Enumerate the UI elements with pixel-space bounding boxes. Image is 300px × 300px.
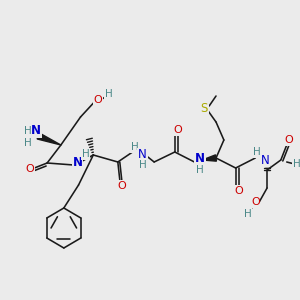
Text: O: O [25,164,34,174]
Polygon shape [37,133,61,145]
Text: H: H [130,142,138,152]
Text: H: H [139,160,146,170]
Text: O: O [117,181,126,191]
Text: S: S [201,101,208,115]
Text: H: H [82,149,89,159]
Text: N: N [138,148,147,161]
Text: O: O [94,95,103,105]
Text: O: O [251,197,260,207]
Text: N: N [31,124,41,137]
Text: H: H [293,159,300,169]
Polygon shape [202,155,217,161]
Text: H: H [24,126,32,136]
Text: N: N [73,155,82,169]
Text: O: O [234,186,243,196]
Text: O: O [284,135,293,145]
Text: H: H [24,138,32,148]
Text: H: H [254,147,261,157]
Text: H: H [105,89,113,99]
Text: N: N [261,154,269,166]
Text: N: N [195,152,205,164]
Text: O: O [173,125,182,135]
Text: H: H [244,209,251,219]
Text: H: H [196,165,204,175]
